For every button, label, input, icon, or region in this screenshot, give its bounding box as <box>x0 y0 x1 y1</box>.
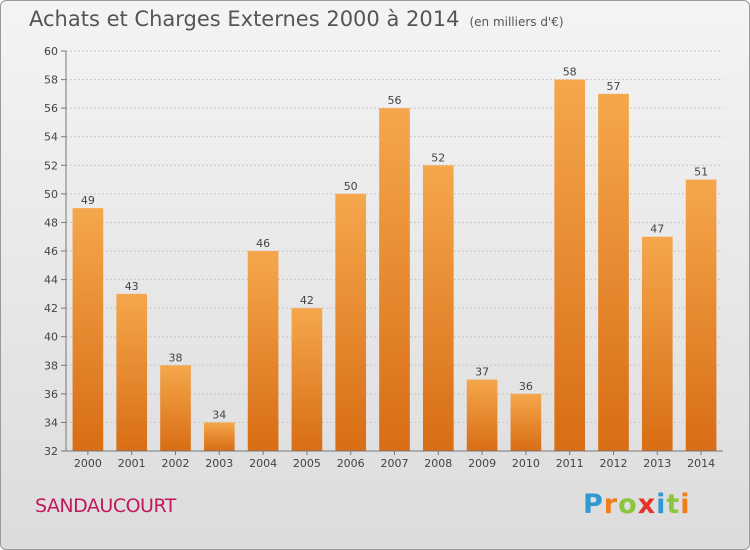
x-tick-label: 2001 <box>118 457 146 470</box>
bar <box>291 308 323 451</box>
data-labels: 49 43 38 34 46 42 50 56 52 37 36 58 57 47 51 <box>81 66 708 422</box>
logo-letter: r <box>603 489 619 520</box>
bar <box>598 93 629 451</box>
y-tick-label: 54 <box>44 131 58 144</box>
y-tick-label: 44 <box>44 274 58 287</box>
logo-letter: P <box>583 489 604 520</box>
bar <box>466 379 498 451</box>
x-tick-label: 2004 <box>249 457 277 470</box>
title-text: Achats et Charges Externes 2000 à 2014 <box>29 7 460 31</box>
y-tick-label: 32 <box>44 445 58 458</box>
x-tick-label: 2003 <box>205 457 233 470</box>
x-tick-label: 2014 <box>687 457 715 470</box>
data-label: 56 <box>388 94 402 107</box>
bar <box>160 365 191 451</box>
logo-letter: i <box>656 489 667 520</box>
y-tick-label: 34 <box>44 416 58 429</box>
bar <box>685 179 717 452</box>
bar <box>554 79 586 452</box>
bar <box>510 393 542 451</box>
y-axis: 32 34 36 38 40 42 44 46 48 50 52 54 56 58 60 <box>44 45 67 458</box>
x-tick-label: 2005 <box>293 457 321 470</box>
x-tick-label: 2010 <box>512 457 540 470</box>
bar <box>379 108 410 452</box>
data-label: 58 <box>563 66 577 79</box>
x-tick-label: 2013 <box>643 457 671 470</box>
y-tick-label: 58 <box>44 74 58 87</box>
bar <box>72 208 104 451</box>
logo-letter: x <box>637 489 657 520</box>
data-label: 38 <box>169 351 183 364</box>
bar <box>641 236 673 451</box>
proxiti-logo: Proxiti <box>583 489 691 520</box>
x-tick-label: 2007 <box>381 457 409 470</box>
bar <box>116 293 148 451</box>
y-tick-label: 56 <box>44 102 58 115</box>
x-tick-label: 2008 <box>424 457 452 470</box>
data-label: 34 <box>212 408 226 421</box>
data-label: 47 <box>650 223 664 236</box>
y-tick-label: 46 <box>44 245 58 258</box>
data-label: 43 <box>125 280 139 293</box>
x-tick-label: 2000 <box>74 457 102 470</box>
bar <box>247 251 279 451</box>
data-label: 57 <box>607 80 621 93</box>
data-label: 50 <box>344 180 358 193</box>
bar <box>335 193 367 451</box>
x-tick-label: 2006 <box>337 457 365 470</box>
y-tick-label: 40 <box>44 331 58 344</box>
bars <box>72 79 717 452</box>
data-label: 36 <box>519 380 533 393</box>
y-tick-label: 50 <box>44 188 58 201</box>
data-label: 49 <box>81 194 95 207</box>
x-axis: 2000 2001 2002 2003 2004 2005 2006 2007 2008 2009… <box>66 450 723 470</box>
x-tick-label: 2002 <box>162 457 190 470</box>
data-label: 51 <box>694 166 708 179</box>
logo-letter: t <box>666 489 681 520</box>
bar <box>203 422 235 451</box>
bar <box>422 165 454 452</box>
x-tick-label: 2011 <box>556 457 584 470</box>
data-label: 42 <box>300 294 314 307</box>
y-tick-label: 38 <box>44 359 58 372</box>
x-tick-label: 2009 <box>468 457 496 470</box>
y-tick-label: 42 <box>44 302 58 315</box>
y-tick-label: 60 <box>44 45 58 58</box>
chart-title: Achats et Charges Externes 2000 à 2014 (e… <box>29 7 564 31</box>
data-label: 37 <box>475 366 489 379</box>
town-name: SANDAUCOURT <box>35 495 176 517</box>
data-label: 52 <box>431 151 445 164</box>
x-tick-label: 2012 <box>600 457 628 470</box>
y-tick-label: 36 <box>44 388 58 401</box>
logo-letter: o <box>618 489 638 520</box>
data-label: 46 <box>256 237 270 250</box>
title-unit: (en milliers d'€) <box>469 15 564 29</box>
logo-letter: i <box>680 489 691 520</box>
y-tick-label: 52 <box>44 159 58 172</box>
y-tick-label: 48 <box>44 216 58 229</box>
